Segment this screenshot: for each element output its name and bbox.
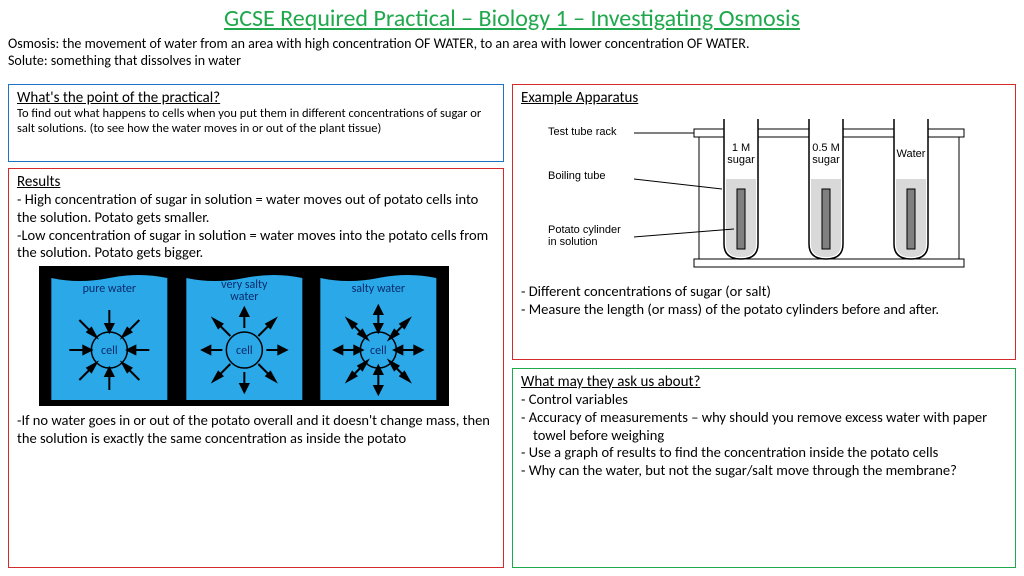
- svg-text:salty water: salty water: [352, 282, 405, 296]
- ask-bullets: Control variables Accuracy of measuremen…: [521, 391, 1007, 479]
- svg-text:cell: cell: [236, 344, 253, 358]
- intro-line2: Solute: something that dissolves in wate…: [8, 53, 1016, 70]
- svg-text:Potato cylinder: Potato cylinder: [548, 224, 621, 236]
- results-line2: -Low concentration of sugar in solution …: [17, 227, 495, 262]
- ask-heading: What may they ask us about?: [521, 373, 1007, 391]
- ask-bullet: Accuracy of measurements – why should yo…: [533, 409, 1007, 444]
- page-title: GCSE Required Practical – Biology 1 – In…: [0, 0, 1024, 35]
- apparatus-heading: Example Apparatus: [521, 89, 1007, 107]
- apparatus-diagram: 1 M sugar 0.5 M sugar Water: [544, 109, 984, 279]
- svg-text:cell: cell: [101, 344, 118, 358]
- svg-text:water: water: [230, 290, 258, 304]
- apparatus-box: Example Apparatus 1 M sugar: [512, 84, 1016, 360]
- results-line3: -If no water goes in or out of the potat…: [17, 412, 495, 447]
- apparatus-bullets: Different concentrations of sugar (or sa…: [521, 283, 1007, 318]
- svg-text:pure water: pure water: [83, 282, 136, 296]
- results-box: Results - High concentration of sugar in…: [8, 168, 504, 568]
- point-body: To find out what happens to cells when y…: [17, 107, 495, 137]
- svg-text:0.5 M: 0.5 M: [812, 142, 840, 154]
- ask-bullet: Control variables: [533, 391, 1007, 409]
- point-box: What's the point of the practical? To fi…: [8, 84, 504, 162]
- svg-text:Test tube rack: Test tube rack: [548, 126, 617, 138]
- svg-text:sugar: sugar: [727, 154, 755, 166]
- beaker-pure-water: cell pure water: [49, 272, 170, 400]
- apparatus-bullet: Measure the length (or mass) of the pota…: [533, 301, 1007, 319]
- intro-text: Osmosis: the movement of water from an a…: [0, 35, 1024, 74]
- results-line1: - High concentration of sugar in solutio…: [17, 191, 495, 226]
- beaker-very-salty: cell very salty water: [184, 272, 305, 400]
- beaker-salty: cell salty water: [318, 272, 439, 400]
- results-heading: Results: [17, 173, 495, 191]
- apparatus-bullet: Different concentrations of sugar (or sa…: [533, 283, 1007, 301]
- svg-text:cell: cell: [370, 344, 387, 358]
- svg-text:1 M: 1 M: [732, 142, 750, 154]
- ask-box: What may they ask us about? Control vari…: [512, 368, 1016, 568]
- svg-text:Boiling tube: Boiling tube: [548, 170, 606, 182]
- ask-bullet: Use a graph of results to find the conce…: [533, 444, 1007, 462]
- intro-line1: Osmosis: the movement of water from an a…: [8, 36, 1016, 53]
- cell-diagram: cell pure water: [39, 266, 449, 406]
- svg-text:Water: Water: [897, 148, 926, 160]
- point-heading: What's the point of the practical?: [17, 89, 495, 107]
- ask-bullet: Why can the water, but not the sugar/sal…: [533, 462, 1007, 480]
- svg-text:sugar: sugar: [812, 154, 840, 166]
- svg-text:in solution: in solution: [548, 236, 598, 248]
